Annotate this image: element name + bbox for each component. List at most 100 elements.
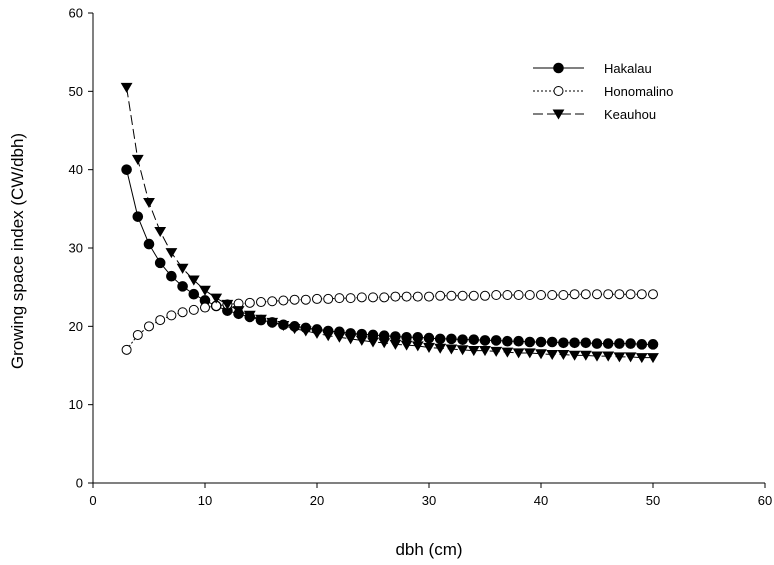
data-point-keauhou — [591, 351, 603, 362]
data-point-keauhou — [187, 275, 200, 286]
data-point-honomalino — [480, 290, 490, 301]
legend-label-keauhou: Keauhou — [604, 107, 656, 122]
data-point-honomalino — [244, 297, 255, 308]
data-point-honomalino — [188, 304, 199, 315]
data-point-keauhou — [423, 342, 435, 353]
data-point-keauhou — [255, 314, 267, 325]
data-point-honomalino — [323, 293, 334, 304]
data-point-honomalino — [435, 290, 446, 301]
data-point-hakalau — [166, 270, 177, 282]
data-point-keauhou — [434, 343, 447, 354]
data-point-honomalino — [603, 289, 614, 300]
data-point-keauhou — [299, 326, 312, 337]
data-point-hakalau — [580, 337, 592, 349]
data-point-keauhou — [490, 346, 503, 357]
data-point-keauhou — [199, 285, 211, 296]
data-point-honomalino — [166, 310, 177, 321]
y-axis-title: Growing space index (CW/dbh) — [8, 133, 27, 369]
data-point-keauhou — [535, 349, 547, 360]
y-tick-label: 60 — [69, 6, 83, 21]
data-point-hakalau — [457, 334, 468, 345]
x-axis-ticks: 0 10 20 30 40 50 60 — [89, 483, 772, 508]
data-point-keauhou — [344, 334, 357, 345]
data-point-hakalau — [468, 334, 480, 345]
data-point-keauhou — [154, 226, 167, 238]
data-point-hakalau — [132, 211, 144, 222]
data-point-keauhou — [288, 324, 301, 335]
data-point-honomalino — [412, 291, 423, 302]
series-line-hakalau — [126, 169, 653, 345]
data-point-keauhou — [579, 350, 592, 361]
data-point-honomalino — [177, 307, 188, 318]
data-point-keauhou — [501, 347, 514, 358]
data-point-keauhou — [512, 348, 525, 359]
x-tick-label: 50 — [646, 493, 660, 508]
data-point-hakalau — [177, 281, 188, 292]
data-point-keauhou — [624, 352, 637, 363]
y-tick-label: 0 — [76, 476, 83, 491]
data-point-keauhou — [557, 349, 570, 361]
data-point-honomalino — [491, 290, 502, 300]
data-point-keauhou — [378, 338, 391, 349]
data-point-keauhou — [232, 306, 245, 317]
legend-marker-honomalino — [553, 86, 564, 96]
data-point-keauhou — [210, 293, 223, 304]
data-point-hakalau — [513, 335, 524, 347]
y-tick-label: 40 — [69, 162, 83, 177]
data-point-keauhou — [647, 353, 659, 364]
data-point-honomalino — [267, 296, 278, 307]
data-point-honomalino — [457, 290, 468, 301]
data-point-honomalino — [636, 289, 647, 300]
data-point-honomalino — [401, 291, 412, 302]
data-point-hakalau — [602, 338, 614, 349]
y-tick-label: 10 — [69, 397, 83, 412]
data-point-honomalino — [502, 290, 513, 300]
data-point-honomalino — [580, 289, 591, 300]
data-point-honomalino — [278, 295, 289, 306]
data-point-hakalau — [569, 337, 580, 349]
data-point-hakalau — [423, 332, 435, 344]
data-point-keauhou — [568, 350, 581, 361]
x-tick-label: 0 — [89, 493, 96, 508]
data-point-hakalau — [434, 333, 446, 345]
data-point-honomalino — [424, 291, 434, 302]
data-point-honomalino — [390, 291, 401, 302]
data-point-keauhou — [546, 349, 559, 361]
x-tick-label: 30 — [422, 493, 436, 508]
data-point-honomalino — [648, 289, 658, 300]
data-point-hakalau — [524, 336, 536, 348]
data-point-keauhou — [355, 335, 368, 346]
data-point-honomalino — [121, 344, 132, 355]
x-tick-label: 40 — [534, 493, 548, 508]
data-point-honomalino — [547, 290, 558, 300]
data-point-keauhou — [243, 310, 256, 321]
data-point-honomalino — [334, 293, 345, 304]
data-point-honomalino — [132, 329, 143, 340]
data-point-keauhou — [120, 82, 133, 93]
data-point-honomalino — [558, 290, 569, 300]
data-point-keauhou — [333, 332, 346, 343]
y-tick-label: 30 — [69, 241, 83, 256]
legend-label-hakalau: Hakalau — [604, 61, 652, 76]
legend-marker-hakalau — [553, 62, 564, 74]
y-axis-ticks: 0 10 20 30 40 50 60 — [69, 6, 93, 491]
data-point-keauhou — [389, 339, 402, 350]
y-tick-label: 50 — [69, 84, 83, 99]
data-point-hakalau — [121, 164, 132, 175]
data-point-honomalino — [379, 292, 390, 303]
data-point-keauhou — [322, 331, 335, 342]
data-point-honomalino — [614, 289, 625, 300]
data-point-hakalau — [558, 337, 569, 349]
data-point-honomalino — [625, 289, 636, 300]
data-point-keauhou — [479, 346, 491, 357]
data-point-honomalino — [569, 289, 580, 300]
data-point-honomalino — [368, 292, 378, 303]
x-tick-label: 60 — [758, 493, 772, 508]
series-markers — [120, 82, 659, 364]
data-point-keauhou — [467, 346, 480, 357]
data-point-keauhou — [266, 317, 279, 328]
data-point-keauhou — [131, 154, 144, 165]
data-point-honomalino — [356, 292, 367, 303]
y-tick-label: 20 — [69, 319, 83, 334]
data-point-honomalino — [446, 290, 457, 301]
